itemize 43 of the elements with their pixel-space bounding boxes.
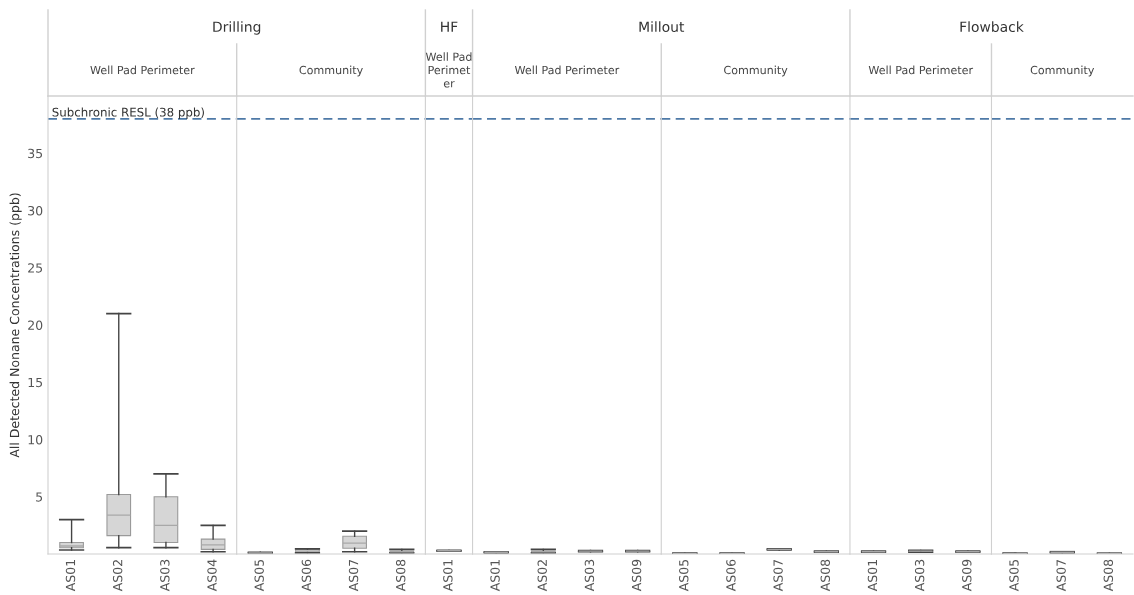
x-tick-label: AS03 (914, 559, 925, 592)
x-tick-label: AS08 (820, 559, 830, 592)
x-tick-label: AS03 (160, 559, 170, 592)
y-axis-title: All Detected Nonane Concentrations (ppb) (9, 193, 22, 458)
x-tick-label: AS01 (443, 560, 453, 592)
x-tick-label: AS05 (1009, 559, 1019, 592)
x-tick-label: AS08 (1103, 559, 1114, 592)
chart-subtitle: Well Pad Perimeter (868, 65, 974, 75)
x-tick-label: AS05 (254, 559, 264, 592)
x-tick-label: AS02 (537, 560, 547, 592)
chart-title: HF (441, 21, 458, 32)
x-tick-label: AS08 (395, 559, 406, 592)
chart-title: Flowback (960, 21, 1024, 33)
x-tick-label: AS01 (490, 560, 500, 592)
chart-subtitle: Well Pad Perimeter (90, 65, 195, 75)
x-tick-label: AS07 (773, 559, 783, 592)
x-tick-label: AS03 (584, 559, 595, 592)
y-tick-label: 25 (28, 263, 43, 273)
x-tick-label: AS07 (348, 559, 359, 592)
x-tick-label: AS06 (301, 559, 312, 592)
x-tick-label: AS01 (65, 560, 76, 592)
y-tick-label: 10 (28, 434, 43, 445)
y-tick-label: 20 (28, 320, 43, 330)
chart-title: Drilling (213, 21, 261, 35)
chart-subtitle: Community (724, 65, 788, 77)
x-tick-label: AS02 (112, 560, 123, 592)
chart-subtitle: Community (299, 65, 363, 77)
y-tick-label: 5 (36, 492, 43, 502)
ref-line-label: Subchronic RESL (38 ppb) (52, 107, 204, 119)
x-tick-label: AS09 (631, 559, 642, 592)
y-tick-label: 30 (28, 205, 43, 216)
chart-subtitle: Well Pad Perimet er (425, 52, 472, 88)
x-tick-label: AS05 (679, 559, 689, 592)
x-tick-label: AS04 (207, 559, 217, 592)
x-tick-label: AS06 (726, 559, 736, 592)
x-tick-label: AS09 (962, 559, 972, 592)
x-tick-label: AS07 (1056, 559, 1066, 592)
x-tick-label: AS01 (867, 560, 878, 592)
chart-subtitle: Community (1030, 65, 1095, 77)
chart-title: Millout (639, 21, 685, 33)
y-tick-label: 35 (28, 148, 43, 159)
y-tick-label: 15 (28, 377, 43, 388)
chart-subtitle: Well Pad Perimeter (514, 65, 620, 75)
